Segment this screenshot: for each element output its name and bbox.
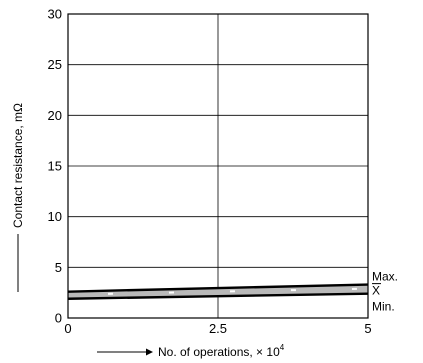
x-tick-label-2: 5: [364, 321, 371, 336]
x-axis-label-main: No. of operations, × 10: [158, 345, 280, 359]
x-tick-label-1: 2.5: [209, 321, 227, 336]
x-axis-label: No. of operations, × 104: [97, 343, 285, 359]
x-tick-label-0: 0: [64, 321, 71, 336]
x-axis-label-arrowhead: [146, 349, 153, 356]
y-axis-label: Contact resistance, mΩ: [11, 103, 25, 292]
x-axis-label-exponent: 4: [280, 343, 285, 352]
y-tick-label-4: 20: [48, 108, 62, 123]
y-tick-label-0: 0: [55, 311, 62, 326]
y-tick-labels: 0 5 10 15 20 25 30: [48, 7, 62, 326]
y-tick-label-2: 10: [48, 209, 62, 224]
series-label-mean: X: [372, 284, 380, 298]
x-axis-label-text: No. of operations, × 104: [158, 343, 285, 359]
series-label-max: Max.: [372, 270, 398, 284]
y-tick-label-6: 30: [48, 7, 62, 22]
y-axis-label-text: Contact resistance, mΩ: [11, 103, 25, 228]
y-tick-label-5: 25: [48, 57, 62, 72]
series-labels: Max.X Min.: [372, 270, 398, 314]
y-tick-label-1: 5: [55, 260, 62, 275]
series-label-min: Min.: [372, 300, 395, 314]
x-tick-labels: 0 2.5 5: [64, 321, 371, 336]
y-tick-label-3: 15: [48, 159, 62, 174]
grid-lines: [68, 14, 368, 318]
